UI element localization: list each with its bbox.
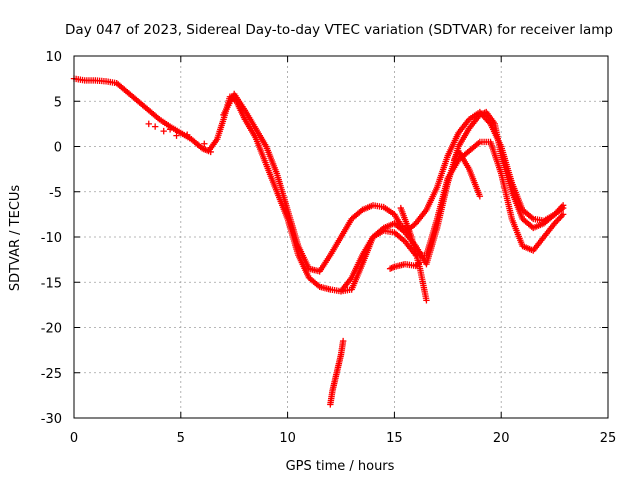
x-tick-label: 25 [600, 431, 617, 446]
data-point [160, 127, 167, 135]
data-marks-layer [70, 75, 567, 408]
data-point [559, 204, 567, 212]
x-tick-label: 20 [493, 431, 510, 446]
y-axis-title: SDTVAR / TECUs [8, 185, 23, 292]
data-point [173, 132, 180, 139]
y-tick-label: 0 [54, 141, 62, 156]
x-tick-label: 15 [386, 431, 403, 446]
x-axis-title: GPS time / hours [286, 459, 395, 474]
x-tick-label: 10 [279, 431, 296, 446]
y-tick-label: 5 [54, 95, 62, 110]
data-point [423, 297, 430, 304]
data-point [559, 211, 567, 218]
y-tick-label: -10 [41, 231, 62, 246]
y-tick-label: 10 [45, 50, 62, 65]
x-tick-label: 5 [177, 431, 185, 446]
chart-title: Day 047 of 2023, Sidereal Day-to-day VTE… [65, 22, 613, 38]
ticks-layer: 0 5 10 15 20 25 -30 -25 -20 -15 -10 -5 0 5 10 [41, 50, 617, 446]
y-tick-label: -25 [41, 367, 62, 382]
data-point [184, 131, 191, 138]
data-point [485, 119, 493, 126]
data-point [339, 337, 347, 345]
data-point [201, 140, 208, 147]
grid-layer [74, 56, 608, 418]
data-point [207, 148, 214, 156]
data-point [166, 126, 174, 133]
data-point [145, 120, 152, 128]
data-point [476, 193, 484, 200]
y-tick-label: -30 [41, 412, 62, 427]
data-point [151, 123, 159, 130]
y-tick-label: -15 [41, 276, 62, 291]
y-tick-label: -20 [41, 322, 62, 337]
y-tick-label: -5 [49, 186, 62, 201]
x-tick-label: 0 [70, 431, 78, 446]
data-point [194, 141, 202, 148]
